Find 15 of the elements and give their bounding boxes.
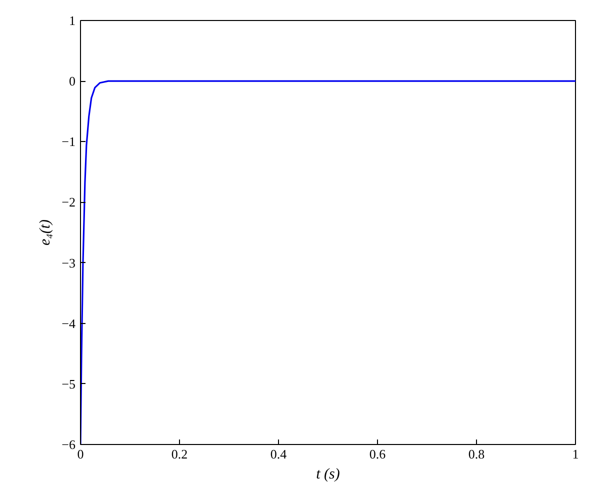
x-tick-label: 0.4 — [270, 446, 288, 462]
y-axis-title: e₄(t) — [38, 219, 54, 246]
y-tick-label: −3 — [62, 255, 76, 270]
x-tick-label: 1 — [572, 446, 579, 462]
y-tick-label: 1 — [69, 13, 76, 28]
y-tick-label: −5 — [62, 376, 76, 392]
x-tick-label: 0.6 — [369, 446, 386, 462]
x-tick-label: 0.2 — [171, 446, 188, 462]
x-axis-title: t (s) — [316, 466, 340, 482]
y-tick-label: 0 — [69, 74, 76, 89]
y-tick-label: −2 — [62, 194, 76, 210]
y-tick-label: −1 — [62, 134, 76, 150]
y-tick-label: −4 — [62, 316, 76, 331]
x-tick-label: 0.8 — [468, 446, 485, 462]
y-tick-label: −6 — [62, 437, 76, 452]
